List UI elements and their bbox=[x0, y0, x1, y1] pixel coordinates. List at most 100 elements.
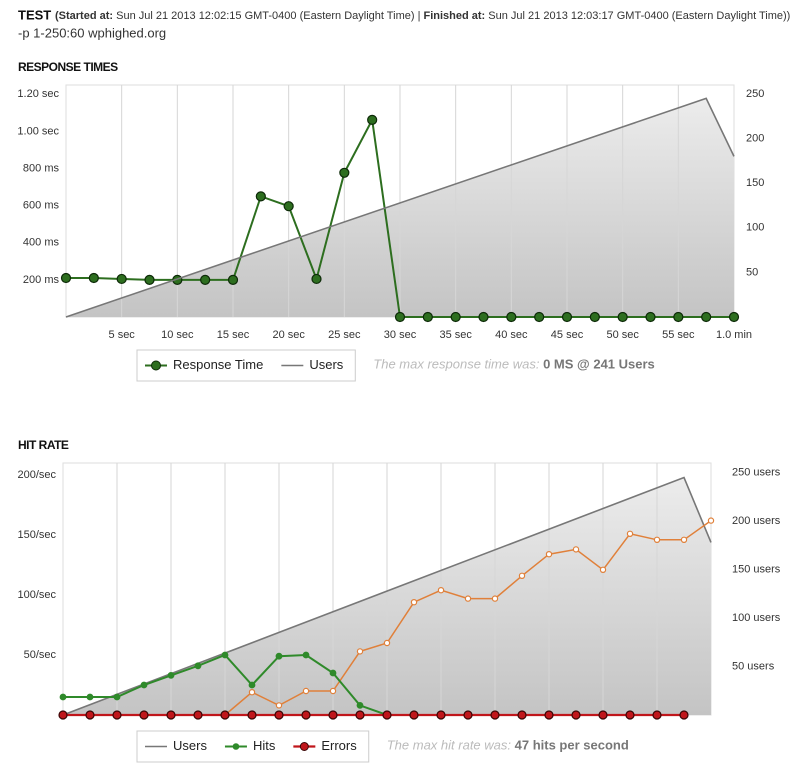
data-point bbox=[598, 710, 608, 720]
data-point bbox=[463, 710, 473, 720]
data-point bbox=[437, 587, 445, 594]
data-point bbox=[545, 551, 553, 558]
data-point bbox=[680, 536, 688, 544]
data-point bbox=[144, 274, 155, 285]
data-point bbox=[409, 710, 419, 720]
started-label: (Started at: bbox=[55, 10, 113, 22]
data-point bbox=[652, 710, 662, 720]
data-point bbox=[617, 311, 628, 323]
data-point bbox=[356, 648, 364, 655]
max-note: The max hit rate was: 47 hits per second bbox=[387, 738, 629, 753]
finished-label: Finished at: bbox=[424, 10, 486, 22]
data-point bbox=[707, 517, 715, 524]
y-tick-label: 400 ms bbox=[23, 237, 60, 249]
data-point bbox=[88, 272, 99, 284]
legend: Users Hits Errors bbox=[136, 730, 370, 763]
data-point bbox=[645, 311, 656, 323]
started: Sun Jul 21 2013 12:02:15 GMT-0400 (Easte… bbox=[116, 10, 414, 22]
legend-marker bbox=[299, 742, 309, 751]
data-point bbox=[571, 710, 581, 720]
y-tick-label: 1.00 sec bbox=[17, 125, 59, 137]
data-point bbox=[329, 669, 337, 677]
data-point bbox=[673, 311, 684, 323]
x-tick-label: 15 sec bbox=[217, 329, 250, 341]
data-point bbox=[679, 710, 689, 720]
data-point bbox=[60, 272, 72, 284]
data-point bbox=[626, 530, 634, 538]
legend-label: Hits bbox=[253, 738, 276, 753]
x-tick-label: 25 sec bbox=[328, 329, 361, 341]
data-point bbox=[167, 672, 175, 679]
finished: Sun Jul 21 2013 12:03:17 GMT-0400 (Easte… bbox=[488, 10, 790, 22]
legend-label: Users bbox=[309, 357, 343, 372]
y2-tick-label: 200 users bbox=[732, 515, 781, 527]
data-point bbox=[728, 311, 740, 323]
data-point bbox=[599, 566, 607, 574]
legend-label: Response Time bbox=[173, 357, 263, 372]
data-point bbox=[561, 311, 573, 323]
data-point bbox=[255, 191, 266, 202]
x-tick-label: 40 sec bbox=[495, 329, 528, 341]
legend-marker bbox=[232, 743, 240, 750]
x-tick-label: 45 sec bbox=[551, 329, 584, 341]
data-point bbox=[422, 311, 433, 323]
data-point bbox=[572, 546, 580, 553]
data-point bbox=[329, 687, 337, 695]
data-point bbox=[517, 710, 527, 720]
data-point bbox=[274, 710, 284, 720]
y2-tick-label: 150 bbox=[746, 177, 764, 189]
data-point bbox=[534, 311, 545, 323]
y2-tick-label: 100 bbox=[746, 222, 764, 234]
y-tick-label: 100/sec bbox=[17, 589, 56, 601]
data-point bbox=[140, 681, 148, 689]
x-tick-label: 10 sec bbox=[161, 329, 194, 341]
data-point bbox=[86, 693, 94, 701]
data-point bbox=[518, 572, 526, 580]
legend-label: Errors bbox=[321, 738, 357, 753]
x-tick-label: 55 sec bbox=[662, 329, 695, 341]
y2-tick-label: 150 users bbox=[732, 564, 781, 576]
data-point bbox=[112, 710, 122, 720]
chart-title: HIT RATE bbox=[18, 438, 69, 452]
test-title: TEST bbox=[18, 7, 51, 22]
data-point bbox=[589, 311, 600, 323]
legend-box bbox=[136, 730, 370, 763]
data-point bbox=[544, 710, 554, 720]
y2-tick-label: 200 bbox=[746, 132, 764, 144]
data-point bbox=[58, 710, 68, 720]
data-point bbox=[248, 689, 256, 696]
data-point bbox=[367, 114, 378, 125]
note-value: 0 MS @ 241 Users bbox=[543, 357, 655, 372]
x-tick-label: 35 sec bbox=[439, 329, 472, 341]
data-point bbox=[491, 595, 499, 602]
y-tick-label: 1.20 sec bbox=[17, 88, 59, 100]
data-point bbox=[478, 311, 489, 323]
data-point bbox=[625, 710, 635, 720]
data-point bbox=[139, 710, 149, 720]
note-text: The max hit rate was: bbox=[387, 738, 512, 753]
data-point bbox=[653, 536, 661, 544]
legend-marker bbox=[151, 360, 161, 371]
data-point bbox=[394, 311, 406, 323]
data-point bbox=[166, 710, 176, 720]
data-point bbox=[193, 710, 203, 720]
data-point bbox=[410, 599, 418, 606]
y-tick-label: 800 ms bbox=[23, 162, 60, 174]
data-point bbox=[220, 710, 230, 720]
data-point bbox=[311, 273, 322, 285]
data-point bbox=[116, 273, 127, 285]
data-point bbox=[200, 274, 211, 285]
data-point bbox=[113, 693, 121, 701]
y-tick-label: 600 ms bbox=[23, 200, 60, 212]
data-point bbox=[227, 274, 239, 285]
data-point bbox=[59, 693, 67, 701]
separator: | bbox=[418, 10, 421, 22]
data-point bbox=[436, 710, 446, 720]
data-point bbox=[701, 311, 712, 323]
y-tick-label: 200 ms bbox=[23, 274, 60, 286]
data-point bbox=[382, 710, 392, 720]
x-tick-label: 30 sec bbox=[384, 329, 417, 341]
users-line bbox=[62, 476, 712, 716]
data-point bbox=[302, 687, 310, 695]
max-note: The max response time was: 0 MS @ 241 Us… bbox=[373, 357, 655, 372]
